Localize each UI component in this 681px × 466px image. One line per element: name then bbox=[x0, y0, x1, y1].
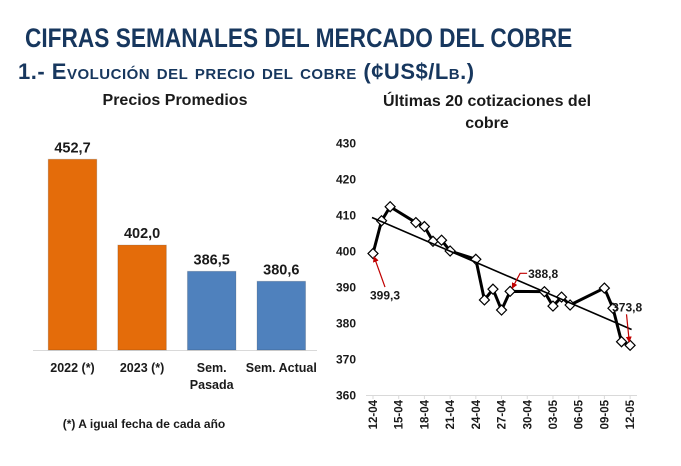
annotation-label: 399,3 bbox=[370, 289, 400, 303]
x-tick-label: 24-04 bbox=[471, 399, 483, 429]
bar-category-label: Sem. Pasada bbox=[189, 361, 234, 392]
x-tick-label: 12-04 bbox=[368, 399, 380, 429]
y-tick-label: 430 bbox=[336, 136, 356, 150]
bar bbox=[47, 158, 98, 351]
x-tick-label: 12-05 bbox=[625, 399, 637, 429]
y-tick-label: 370 bbox=[336, 352, 356, 366]
bar-category-label: 2022 (*) bbox=[50, 361, 95, 375]
x-tick-label: 03-05 bbox=[548, 399, 560, 429]
bar bbox=[186, 270, 237, 351]
data-point-marker bbox=[615, 335, 628, 348]
bar-chart: 452,7 402,0 386,5 380,6 bbox=[33, 140, 317, 351]
data-point-marker bbox=[607, 302, 619, 315]
x-tick-label: 27-04 bbox=[497, 399, 509, 429]
bar-value-label: 380,6 bbox=[263, 262, 299, 278]
bar-value-label: 452,7 bbox=[54, 140, 90, 156]
data-point-marker bbox=[624, 339, 636, 352]
data-point-marker bbox=[478, 294, 491, 306]
bar-value-label: 386,5 bbox=[194, 252, 230, 268]
x-tick-label: 15-04 bbox=[394, 399, 406, 429]
data-point-marker bbox=[418, 220, 431, 233]
x-tick-label: 06-05 bbox=[574, 399, 586, 429]
annotation-leader-arrow bbox=[511, 272, 528, 289]
data-point-marker bbox=[495, 304, 508, 316]
x-tick-label: 30-04 bbox=[522, 399, 534, 429]
bar bbox=[117, 244, 167, 351]
annotation-label: 388,8 bbox=[528, 267, 558, 281]
annotation-label: 373,8 bbox=[612, 300, 642, 314]
page-title: CIFRAS SEMANALES DEL MERCADO DEL COBRE bbox=[25, 23, 573, 53]
data-point-marker bbox=[384, 200, 396, 213]
line-chart: 360 370 380 390 400 410 420 430 12-04 15-04 18-04 2… bbox=[336, 136, 642, 429]
bar-chart-title: Precios Promedios bbox=[102, 92, 248, 109]
data-point-marker bbox=[410, 216, 422, 229]
y-tick-label: 400 bbox=[336, 244, 356, 258]
x-tick-label: 09-05 bbox=[599, 399, 611, 429]
data-point-marker bbox=[504, 285, 516, 298]
price-series-line bbox=[371, 205, 631, 347]
y-tick-label: 390 bbox=[336, 280, 356, 294]
bar-value-label: 402,0 bbox=[124, 226, 160, 242]
trendline bbox=[371, 216, 632, 331]
data-point-marker bbox=[435, 234, 448, 247]
y-tick-label: 360 bbox=[336, 388, 356, 402]
x-tick-label: 18-04 bbox=[419, 399, 431, 429]
footnote: (*) A igual fecha de cada año bbox=[62, 417, 226, 431]
y-tick-label: 380 bbox=[336, 316, 356, 330]
line-chart-title: Últimas 20 cotizaciones del cobre bbox=[382, 93, 592, 132]
data-point-marker bbox=[367, 247, 379, 260]
bar-category-label: Sem. Actual bbox=[245, 361, 317, 375]
data-point-marker bbox=[487, 283, 499, 296]
x-tick-label: 21-04 bbox=[445, 399, 457, 429]
annotation-leader-arrow bbox=[625, 314, 632, 343]
annotation-leader-arrow bbox=[373, 255, 386, 288]
bar bbox=[256, 280, 307, 351]
data-point-marker bbox=[547, 300, 559, 312]
bar-category-label: 2023 (*) bbox=[119, 361, 165, 375]
y-tick-label: 410 bbox=[336, 208, 356, 222]
data-point-marker bbox=[598, 282, 611, 294]
y-tick-label: 420 bbox=[336, 172, 356, 186]
section-title: 1.- Evolución del precio del cobre (¢US$… bbox=[18, 59, 475, 84]
